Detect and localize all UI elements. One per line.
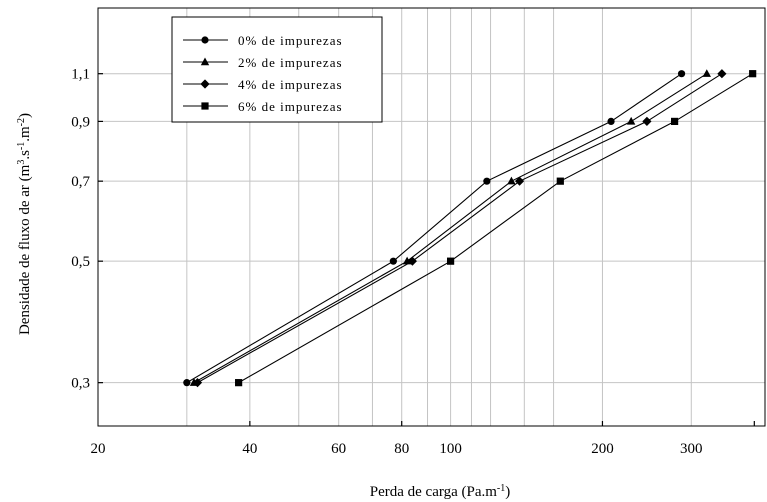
marker-square	[670, 117, 679, 126]
marker-triangle	[200, 57, 210, 66]
marker-diamond	[192, 378, 203, 388]
x-tick-label: 100	[439, 441, 462, 457]
plot-frame	[97, 7, 766, 427]
x-tick-label: 60	[331, 441, 346, 457]
legend-label: 6% de impurezas	[238, 99, 343, 114]
x-tick-label: 20	[91, 441, 106, 457]
y-tick-label: 0,7	[71, 174, 90, 190]
marker-triangle	[702, 69, 711, 77]
x-tick-label: 80	[394, 441, 409, 457]
series-2	[192, 69, 727, 388]
legend-label: 2% de impurezas	[238, 55, 343, 70]
marker-triangle	[626, 116, 636, 125]
y-axis: 0,3 0,5 0,7 0,9 1,1	[71, 67, 103, 392]
marker-circle	[389, 257, 397, 265]
x-axis: 20 40 60 80 100 200 300	[91, 421, 755, 457]
series-3	[235, 70, 757, 387]
marker-circle	[483, 177, 491, 185]
legend-label: 0% de impurezas	[238, 33, 343, 48]
marker-square	[749, 70, 757, 78]
marker-square	[556, 177, 564, 185]
marker-circle	[201, 36, 209, 44]
x-axis-title: Perda de carga (Pa.m-1)	[370, 483, 511, 501]
marker-triangle	[507, 176, 516, 185]
y-axis-title: Densidade de fluxo de ar (m3.s-1.m-2)	[16, 113, 34, 335]
marker-square	[446, 257, 455, 265]
marker-square	[201, 102, 209, 110]
legend-item: 2% de impurezas	[183, 55, 343, 70]
y-tick-label: 0,5	[71, 254, 90, 270]
legend-item: 6% de impurezas	[183, 99, 343, 114]
marker-circle	[183, 379, 191, 387]
series-layer	[183, 69, 757, 388]
y-tick-label: 0,3	[71, 376, 90, 392]
x-tick-label: 40	[242, 441, 257, 457]
x-tick-label: 300	[680, 441, 703, 457]
legend-item: 0% de impurezas	[183, 33, 343, 48]
y-tick-label: 1,1	[71, 67, 90, 83]
marker-diamond	[407, 256, 418, 266]
marker-diamond	[642, 116, 652, 127]
marker-diamond	[717, 69, 727, 79]
marker-diamond	[200, 79, 210, 89]
marker-diamond	[514, 176, 525, 186]
marker-circle	[607, 117, 615, 126]
legend-label: 4% de impurezas	[238, 77, 343, 92]
legend-item: 4% de impurezas	[183, 77, 343, 92]
x-tick-label: 200	[591, 441, 614, 457]
series-0	[183, 70, 686, 387]
marker-circle	[677, 70, 686, 78]
marker-square	[235, 379, 243, 387]
legend: 0% de impurezas 2% de impurezas 4% de impu…	[171, 16, 383, 123]
y-tick-label: 0,9	[71, 114, 90, 130]
